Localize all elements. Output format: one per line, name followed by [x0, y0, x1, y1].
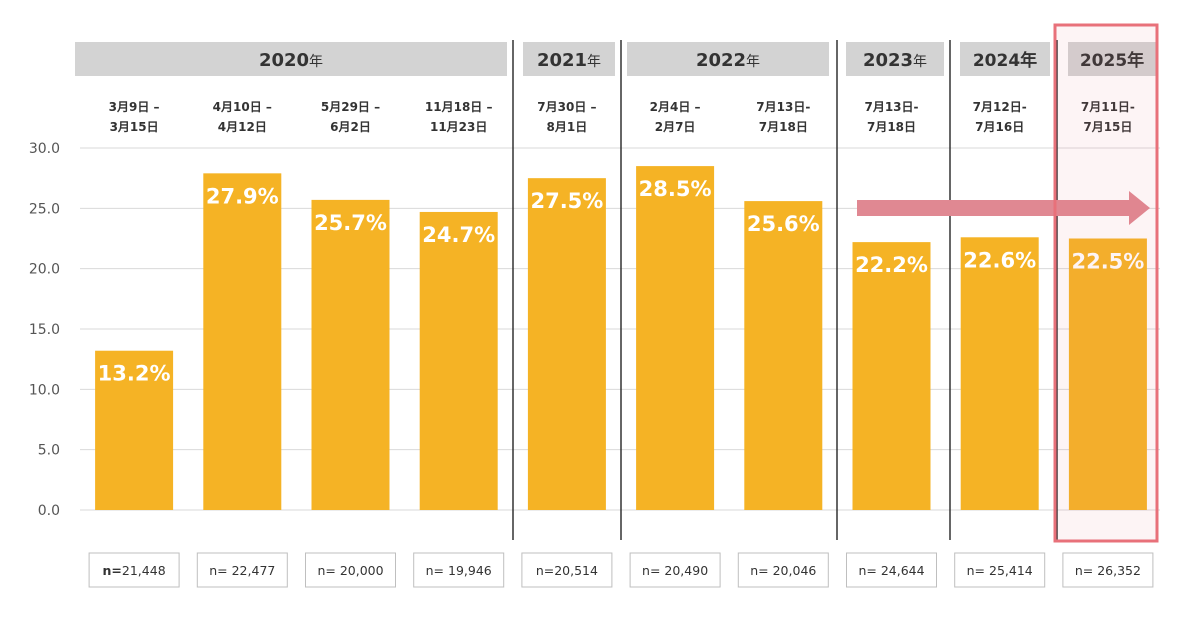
- data-label: 27.9%: [206, 184, 279, 208]
- period-label-start: 7月13日-: [864, 100, 918, 114]
- y-tick-label: 30.0: [29, 141, 60, 157]
- period-label-start: 2月4日 –: [650, 100, 701, 114]
- sample-size-label: n= 24,644: [858, 563, 924, 578]
- trend-arrow-head: [1129, 191, 1150, 225]
- bar: [744, 201, 823, 511]
- year-header-label: 2020年: [259, 50, 323, 71]
- data-label: 24.7%: [422, 223, 495, 247]
- y-tick-label: 25.0: [29, 201, 60, 217]
- bar: [419, 211, 498, 510]
- year-header-label: 2024年: [973, 50, 1037, 71]
- period-label-end: 8月1日: [547, 120, 588, 134]
- sample-size-label: n=20,514: [536, 563, 598, 578]
- data-label: 25.7%: [314, 211, 387, 235]
- year-header-label: 2023年: [863, 50, 927, 71]
- highlight-frame: [1053, 23, 1159, 543]
- period-label-end: 6月2日: [330, 120, 371, 134]
- sample-size-box: [737, 552, 829, 588]
- period-label-end: 2月7日: [655, 120, 696, 134]
- sample-size-label: n= 26,352: [1075, 563, 1141, 578]
- period-label-start: 7月12日-: [973, 100, 1027, 114]
- sample-size-box: [196, 552, 288, 588]
- sample-size-box: [305, 552, 396, 588]
- sample-size-label: n= 20,000: [317, 563, 383, 578]
- sample-size-label: n= 25,414: [967, 563, 1033, 578]
- period-label-end: 3月15日: [110, 120, 159, 134]
- year-header: [960, 42, 1050, 76]
- bar: [527, 178, 606, 510]
- y-tick-label: 0.0: [38, 503, 60, 519]
- data-label: 28.5%: [639, 177, 712, 201]
- period-label-start: 7月30日 –: [537, 100, 596, 114]
- sample-size-box: [846, 552, 937, 588]
- data-label: 27.5%: [530, 189, 603, 213]
- period-label-start: 3月9日 –: [109, 100, 160, 114]
- period-label-end: 7月18日: [867, 120, 916, 134]
- year-header-label: 2025年: [1080, 50, 1144, 71]
- year-header-label: 2021年: [537, 50, 601, 71]
- year-header: [627, 42, 829, 76]
- sample-size-label: n= 19,946: [426, 563, 492, 578]
- bar: [636, 166, 715, 510]
- bar: [311, 199, 390, 511]
- data-label: 22.5%: [1071, 250, 1144, 274]
- bar: [1068, 238, 1147, 510]
- y-tick-label: 10.0: [29, 382, 60, 398]
- sample-size-box: [629, 552, 721, 588]
- period-label-end: 7月15日: [1083, 120, 1132, 134]
- sample-size-box: [954, 552, 1046, 588]
- bar: [203, 173, 282, 510]
- y-tick-label: 5.0: [38, 443, 60, 459]
- highlight-glow: [1054, 24, 1158, 542]
- period-label-end: 7月18日: [759, 120, 808, 134]
- period-label-end: 11月23日: [430, 120, 487, 134]
- period-label-start: 7月11日-: [1081, 100, 1135, 114]
- sample-size-label: n= 22,477: [209, 563, 275, 578]
- data-label: 22.2%: [855, 253, 928, 277]
- sample-size-box: [521, 552, 613, 588]
- year-header: [1068, 42, 1156, 76]
- period-label-start: 7月13日-: [756, 100, 810, 114]
- sample-size-label: n= 20,046: [750, 563, 816, 578]
- period-label-start: 4月10日 –: [213, 100, 272, 114]
- year-header-label: 2022年: [696, 50, 760, 71]
- y-tick-label: 15.0: [29, 322, 60, 338]
- year-header: [75, 42, 507, 76]
- sample-size-box: [88, 552, 180, 588]
- period-label-start: 5月29日 –: [321, 100, 380, 114]
- period-label-start: 11月18日 –: [425, 100, 493, 114]
- sample-size-box: [413, 552, 505, 588]
- data-label: 25.6%: [747, 212, 820, 236]
- sample-size-box: [1062, 552, 1154, 588]
- period-label-end: 4月12日: [218, 120, 267, 134]
- period-label-end: 7月16日: [975, 120, 1024, 134]
- year-header: [523, 42, 615, 76]
- data-label: 22.6%: [963, 248, 1036, 272]
- bar: [852, 242, 931, 510]
- sample-size-label: n= 20,490: [642, 563, 708, 578]
- bar: [95, 350, 174, 510]
- year-header: [846, 42, 944, 76]
- sample-size-label: n=21,448: [103, 563, 166, 578]
- data-label: 13.2%: [98, 362, 171, 386]
- y-tick-label: 20.0: [29, 262, 60, 278]
- bar: [960, 237, 1039, 510]
- trend-arrow-shaft: [857, 200, 1131, 216]
